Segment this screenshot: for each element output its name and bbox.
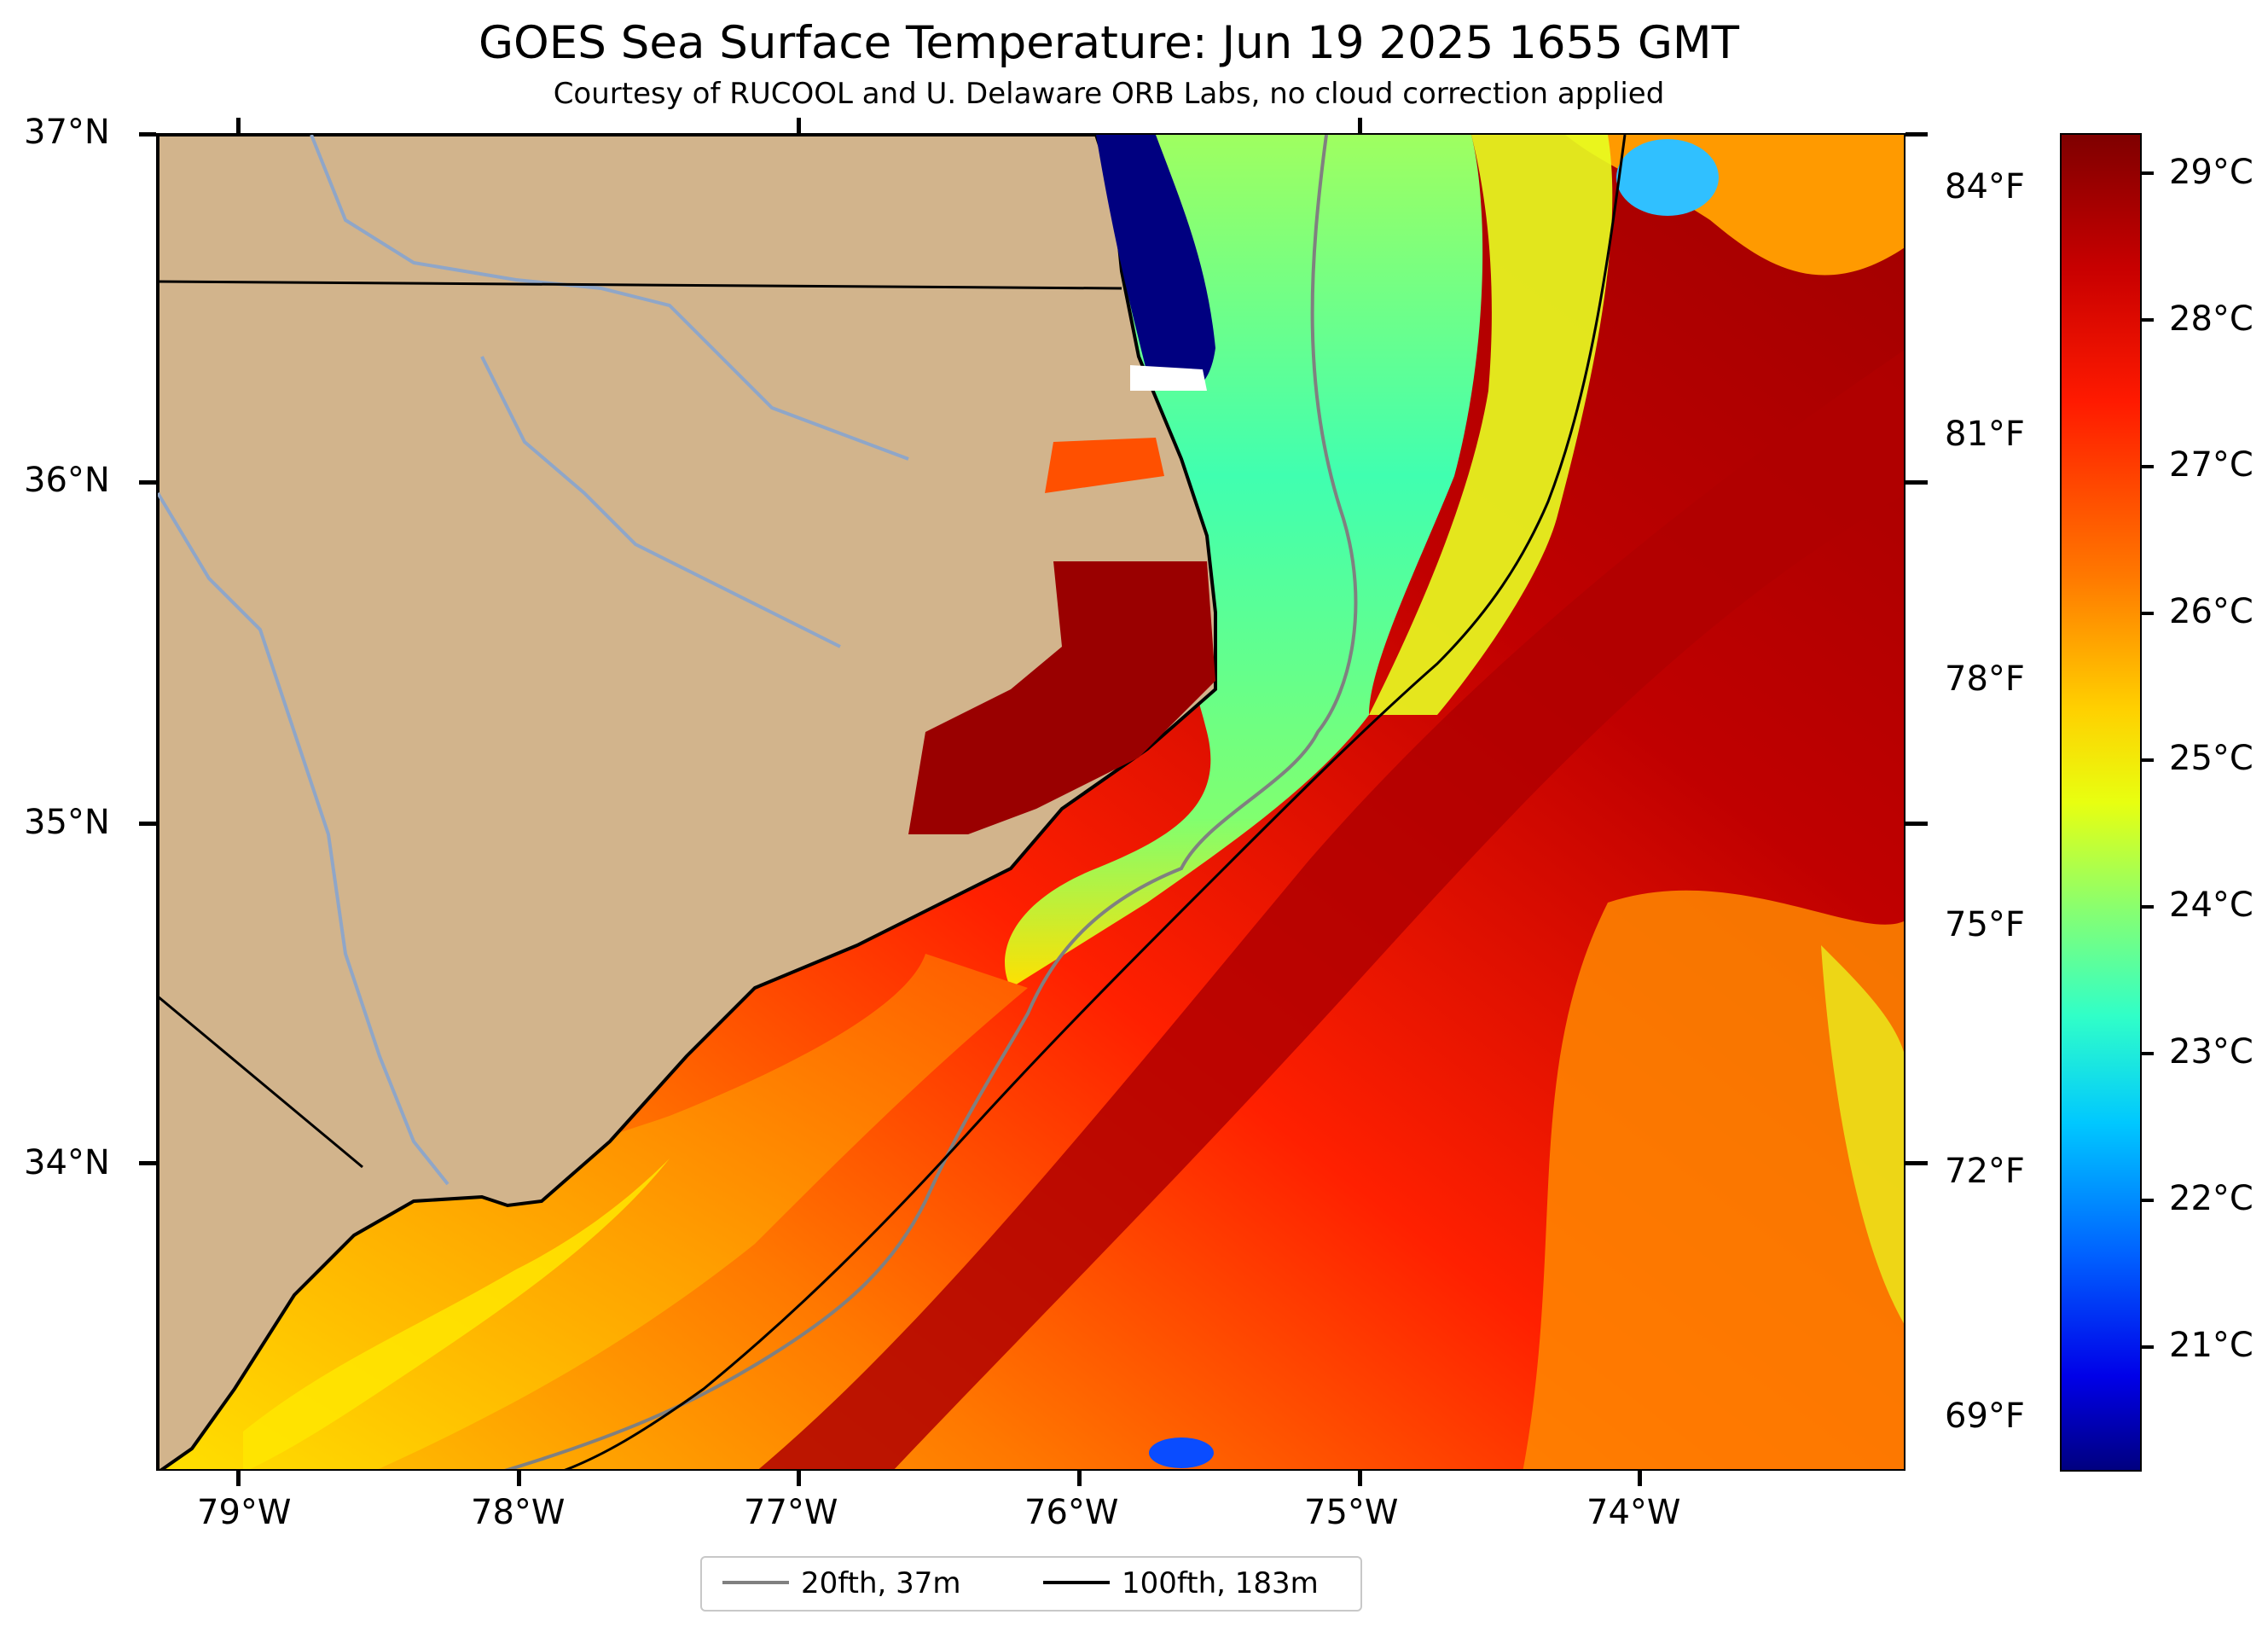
tick-right-34 — [1905, 1161, 1928, 1165]
isobath-100fth — [564, 135, 1627, 1469]
legend-label-20fth: 20fth, 37m — [801, 1566, 961, 1600]
tick-lon-76 — [1077, 1471, 1082, 1486]
lon-label-76: 76°W — [1024, 1493, 1119, 1532]
cbar-tick-22 — [2142, 1199, 2154, 1202]
colorbar-label-28: 28°C — [2169, 299, 2253, 339]
fahrenheit-label-78: 78°F — [1945, 659, 2025, 699]
tick-lat-37 — [139, 132, 156, 136]
lon-label-74: 74°W — [1586, 1493, 1681, 1532]
cbar-tick-25 — [2142, 758, 2154, 762]
lat-label-34: 34°N — [24, 1143, 110, 1182]
legend-swatch-100fth — [1043, 1581, 1110, 1584]
tick-lon-74 — [1638, 1471, 1642, 1486]
sst-map[interactable] — [156, 133, 1905, 1471]
cbar-tick-29 — [2142, 171, 2154, 175]
tick-right-35 — [1905, 822, 1928, 826]
colorbar-label-22: 22°C — [2169, 1179, 2253, 1218]
river-cape-fear — [158, 491, 450, 1186]
lat-label-37: 37°N — [24, 113, 110, 152]
border-va-nc — [158, 280, 1122, 290]
fahrenheit-label-69: 69°F — [1945, 1397, 2025, 1436]
cbar-tick-24 — [2142, 905, 2154, 909]
colorbar-label-29: 29°C — [2169, 153, 2253, 192]
south-yellow-band — [243, 1159, 670, 1469]
tick-lat-35 — [139, 822, 156, 826]
colorbar-label-26: 26°C — [2169, 592, 2253, 631]
tick-top-77 — [797, 118, 801, 133]
chart-title: GOES Sea Surface Temperature: Jun 19 202… — [478, 17, 1740, 69]
cbar-tick-28 — [2142, 318, 2154, 322]
cbar-tick-21 — [2142, 1345, 2154, 1349]
colorbar — [2060, 133, 2142, 1472]
fahrenheit-label-72: 72°F — [1945, 1152, 2025, 1191]
south-coastal-water — [158, 954, 1028, 1469]
tick-top-79 — [236, 118, 241, 133]
river-tar — [480, 356, 841, 648]
chart-subtitle: Courtesy of RUCOOL and U. Delaware ORB L… — [553, 77, 1665, 111]
lon-label-75: 75°W — [1304, 1493, 1399, 1532]
tick-top-75 — [1358, 118, 1362, 133]
legend-label-100fth: 100fth, 183m — [1122, 1566, 1319, 1600]
no-data-strip — [1130, 365, 1207, 391]
lon-label-79: 79°W — [197, 1493, 292, 1532]
lon-label-78: 78°W — [471, 1493, 566, 1532]
map-canvas — [158, 135, 1904, 1469]
lat-label-35: 35°N — [24, 803, 110, 842]
tick-lat-36 — [139, 480, 156, 485]
river-roanoke — [310, 135, 909, 461]
tick-lon-75 — [1358, 1471, 1362, 1486]
fahrenheit-label-81: 81°F — [1945, 415, 2025, 454]
isobath-legend: 20fth, 37m 100fth, 183m — [700, 1556, 1362, 1612]
tick-right-36 — [1905, 480, 1928, 485]
shelf-edge-yellow — [1369, 135, 1613, 715]
ocean-east-yellow — [1821, 945, 1904, 1324]
colorbar-label-21: 21°C — [2169, 1326, 2253, 1365]
pamlico-sound — [908, 561, 1215, 834]
albemarle-sound — [1045, 438, 1164, 493]
cbar-tick-26 — [2142, 612, 2154, 615]
cbar-tick-27 — [2142, 465, 2154, 468]
fahrenheit-label-75: 75°F — [1945, 905, 2025, 944]
ne-cold-patch — [1616, 139, 1719, 216]
tick-lon-77 — [797, 1471, 801, 1486]
border-nc-sc — [158, 995, 363, 1169]
cbar-tick-23 — [2142, 1052, 2154, 1055]
south-cold-patch — [1149, 1437, 1214, 1468]
isobath-20fth — [504, 135, 1358, 1469]
colorbar-label-23: 23°C — [2169, 1032, 2253, 1072]
legend-swatch-20fth — [722, 1581, 789, 1584]
currituck-cold-water — [1096, 135, 1215, 390]
colorbar-label-24: 24°C — [2169, 886, 2253, 925]
lon-label-77: 77°W — [744, 1493, 838, 1532]
lat-label-36: 36°N — [24, 461, 110, 500]
tick-right-37 — [1905, 132, 1928, 136]
gulf-stream-core — [758, 350, 1904, 1469]
fahrenheit-label-84: 84°F — [1945, 167, 2025, 206]
tick-lat-34 — [139, 1161, 156, 1165]
colorbar-label-25: 25°C — [2169, 739, 2253, 778]
tick-lon-79 — [236, 1471, 241, 1486]
ocean-east-band — [1523, 890, 1904, 1469]
colorbar-label-27: 27°C — [2169, 445, 2253, 485]
tick-lon-78 — [517, 1471, 521, 1486]
